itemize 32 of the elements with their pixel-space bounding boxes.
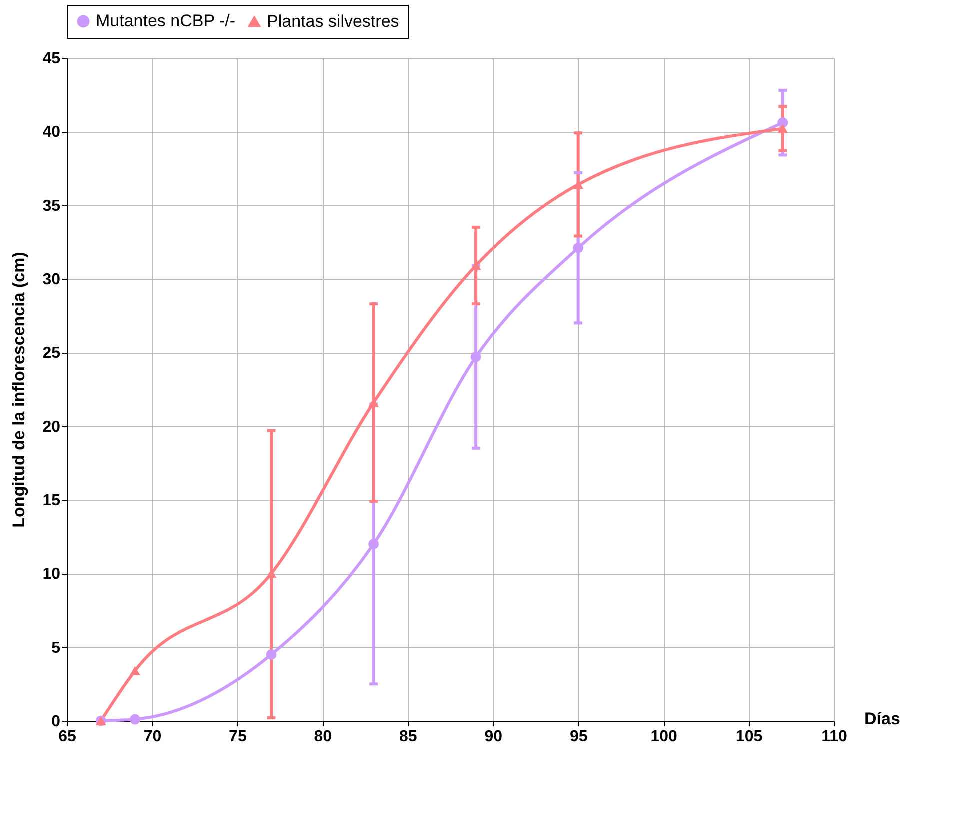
x-tick-label: 70 — [144, 728, 162, 746]
point — [470, 352, 482, 362]
y-tick-label: 40 — [42, 124, 61, 142]
x-tick-label: 90 — [484, 728, 503, 746]
x-tick-label: 75 — [229, 728, 247, 746]
point — [573, 242, 584, 254]
legend-label: Plantas silvestres — [267, 12, 400, 31]
point — [130, 714, 140, 725]
point — [266, 649, 277, 660]
x-axis-title: Días — [864, 710, 900, 728]
y-tick-label: 0 — [52, 714, 61, 730]
y-tick-label: 10 — [42, 566, 61, 584]
x-tick-label: 110 — [822, 728, 848, 746]
legend-label: Mutantes nCBP -/- — [96, 12, 236, 31]
x-tick-label: 80 — [314, 728, 332, 746]
x-tick-label: 65 — [58, 728, 76, 746]
y-tick-label: 5 — [52, 640, 61, 657]
point — [130, 666, 140, 676]
point — [778, 118, 788, 128]
y-tick-label: 20 — [42, 418, 61, 436]
y-tick-label: 15 — [42, 492, 61, 510]
y-tick-label: 45 — [42, 50, 61, 68]
x-tick-label: 95 — [570, 728, 588, 746]
x-tick-label: 100 — [650, 728, 678, 746]
point — [778, 124, 788, 134]
x-tick-label: 105 — [736, 728, 763, 746]
point — [368, 538, 380, 550]
y-tick-label: 25 — [42, 345, 61, 362]
y-tick-label: 30 — [42, 272, 61, 288]
y-tick-label: 35 — [42, 198, 61, 215]
x-tick-label: 85 — [399, 728, 418, 746]
y-axis-title: Longitud de la inflorescencia (cm) — [10, 252, 29, 528]
